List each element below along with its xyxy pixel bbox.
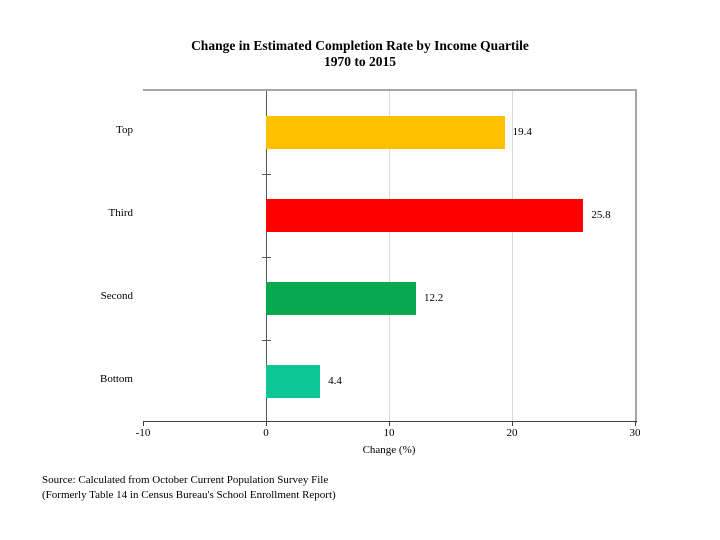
x-tick-mark	[511, 422, 513, 426]
x-tick-mark	[634, 422, 636, 426]
bar	[266, 365, 321, 398]
bar-value-label: 25.8	[591, 209, 611, 221]
source-note: Source: Calculated from October Current …	[42, 473, 336, 503]
category-tick	[261, 256, 271, 258]
bar	[266, 116, 505, 149]
x-tick-label: -10	[135, 427, 151, 439]
bar	[266, 282, 417, 315]
chart-title: Change in Estimated Completion Rate by I…	[0, 38, 720, 70]
x-tick-label: 0	[263, 427, 269, 439]
x-tick-label: 20	[506, 427, 518, 439]
category-label: Bottom	[99, 373, 133, 385]
source-line1: Source: Calculated from October Current …	[42, 474, 329, 486]
chart-title-line2: 1970 to 2015	[324, 54, 396, 69]
chart-title-line1: Change in Estimated Completion Rate by I…	[191, 38, 529, 53]
x-tick-mark	[388, 422, 390, 426]
bar-row: 19.4	[143, 91, 635, 174]
gridline	[388, 91, 390, 423]
bar-value-label: 19.4	[512, 126, 532, 138]
x-tick-mark	[142, 422, 144, 426]
bar-value-label: 12.2	[424, 292, 444, 304]
plot-area: 19.4 25.8 12.2 4.4	[143, 89, 637, 423]
gridline	[511, 91, 513, 423]
bar-row: 25.8	[143, 174, 635, 257]
bar	[266, 199, 584, 232]
x-axis-title: Change (%)	[362, 444, 416, 456]
x-tick-label: 30	[629, 427, 641, 439]
category-tick	[261, 173, 271, 175]
x-tick-mark	[265, 422, 267, 426]
category-label: Second	[100, 290, 133, 302]
bar-value-label: 4.4	[328, 375, 342, 387]
category-tick	[261, 339, 271, 341]
x-tick-label: 10	[383, 427, 395, 439]
bar-row: 4.4	[143, 340, 635, 423]
bar-row: 12.2	[143, 257, 635, 340]
category-label: Third	[108, 207, 133, 219]
x-axis-line	[143, 421, 637, 422]
category-label: Top	[116, 124, 133, 136]
source-line2: (Formerly Table 14 in Census Bureau's Sc…	[42, 489, 336, 501]
